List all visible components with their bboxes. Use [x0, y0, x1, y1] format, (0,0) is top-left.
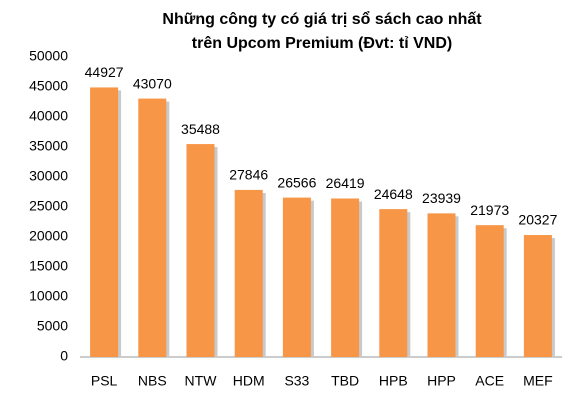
x-tick-label: HPB: [379, 373, 408, 389]
chart-title: Những công ty có giá trị sổ sách cao nhấ…: [162, 10, 482, 28]
data-label: 35488: [181, 121, 220, 137]
bar: [475, 225, 504, 357]
data-label: 43070: [133, 75, 172, 91]
x-tick-label: TBD: [331, 373, 359, 389]
data-label: 26566: [277, 174, 316, 190]
y-tick-label: 5000: [37, 318, 68, 334]
x-tick-label: NBS: [138, 373, 167, 389]
bar: [379, 209, 408, 357]
data-label: 20327: [518, 212, 557, 228]
bar: [234, 189, 263, 357]
data-label: 21973: [470, 202, 509, 218]
bar: [138, 98, 167, 357]
y-tick-label: 40000: [29, 108, 68, 124]
y-tick-label: 10000: [29, 288, 68, 304]
y-tick-label: 30000: [29, 168, 68, 184]
y-tick-label: 50000: [29, 48, 68, 64]
data-label: 26419: [326, 175, 365, 191]
y-tick-label: 45000: [29, 78, 68, 94]
x-tick-label: HDM: [233, 373, 265, 389]
data-label: 24648: [374, 186, 413, 202]
x-tick-label: MEF: [523, 373, 553, 389]
x-tick-label: ACE: [475, 373, 504, 389]
bar: [90, 87, 119, 358]
bar: [523, 235, 552, 357]
bar: [427, 213, 456, 357]
bar: [186, 144, 215, 357]
data-label: 27846: [229, 167, 268, 183]
y-tick-label: 15000: [29, 258, 68, 274]
data-label: 23939: [422, 190, 461, 206]
y-tick-label: 35000: [29, 138, 68, 154]
x-tick-label: HPP: [427, 373, 456, 389]
x-tick-label: S33: [284, 373, 309, 389]
x-tick-label: PSL: [91, 373, 118, 389]
y-tick-label: 25000: [29, 198, 68, 214]
x-tick-label: NTW: [185, 373, 218, 389]
y-tick-label: 0: [60, 348, 68, 364]
bar: [331, 198, 360, 357]
bar: [282, 197, 311, 357]
chart-title: trên Upcom Premium (Đvt: tỉ VND): [192, 35, 452, 52]
data-label: 44927: [85, 64, 124, 80]
y-tick-label: 20000: [29, 228, 68, 244]
